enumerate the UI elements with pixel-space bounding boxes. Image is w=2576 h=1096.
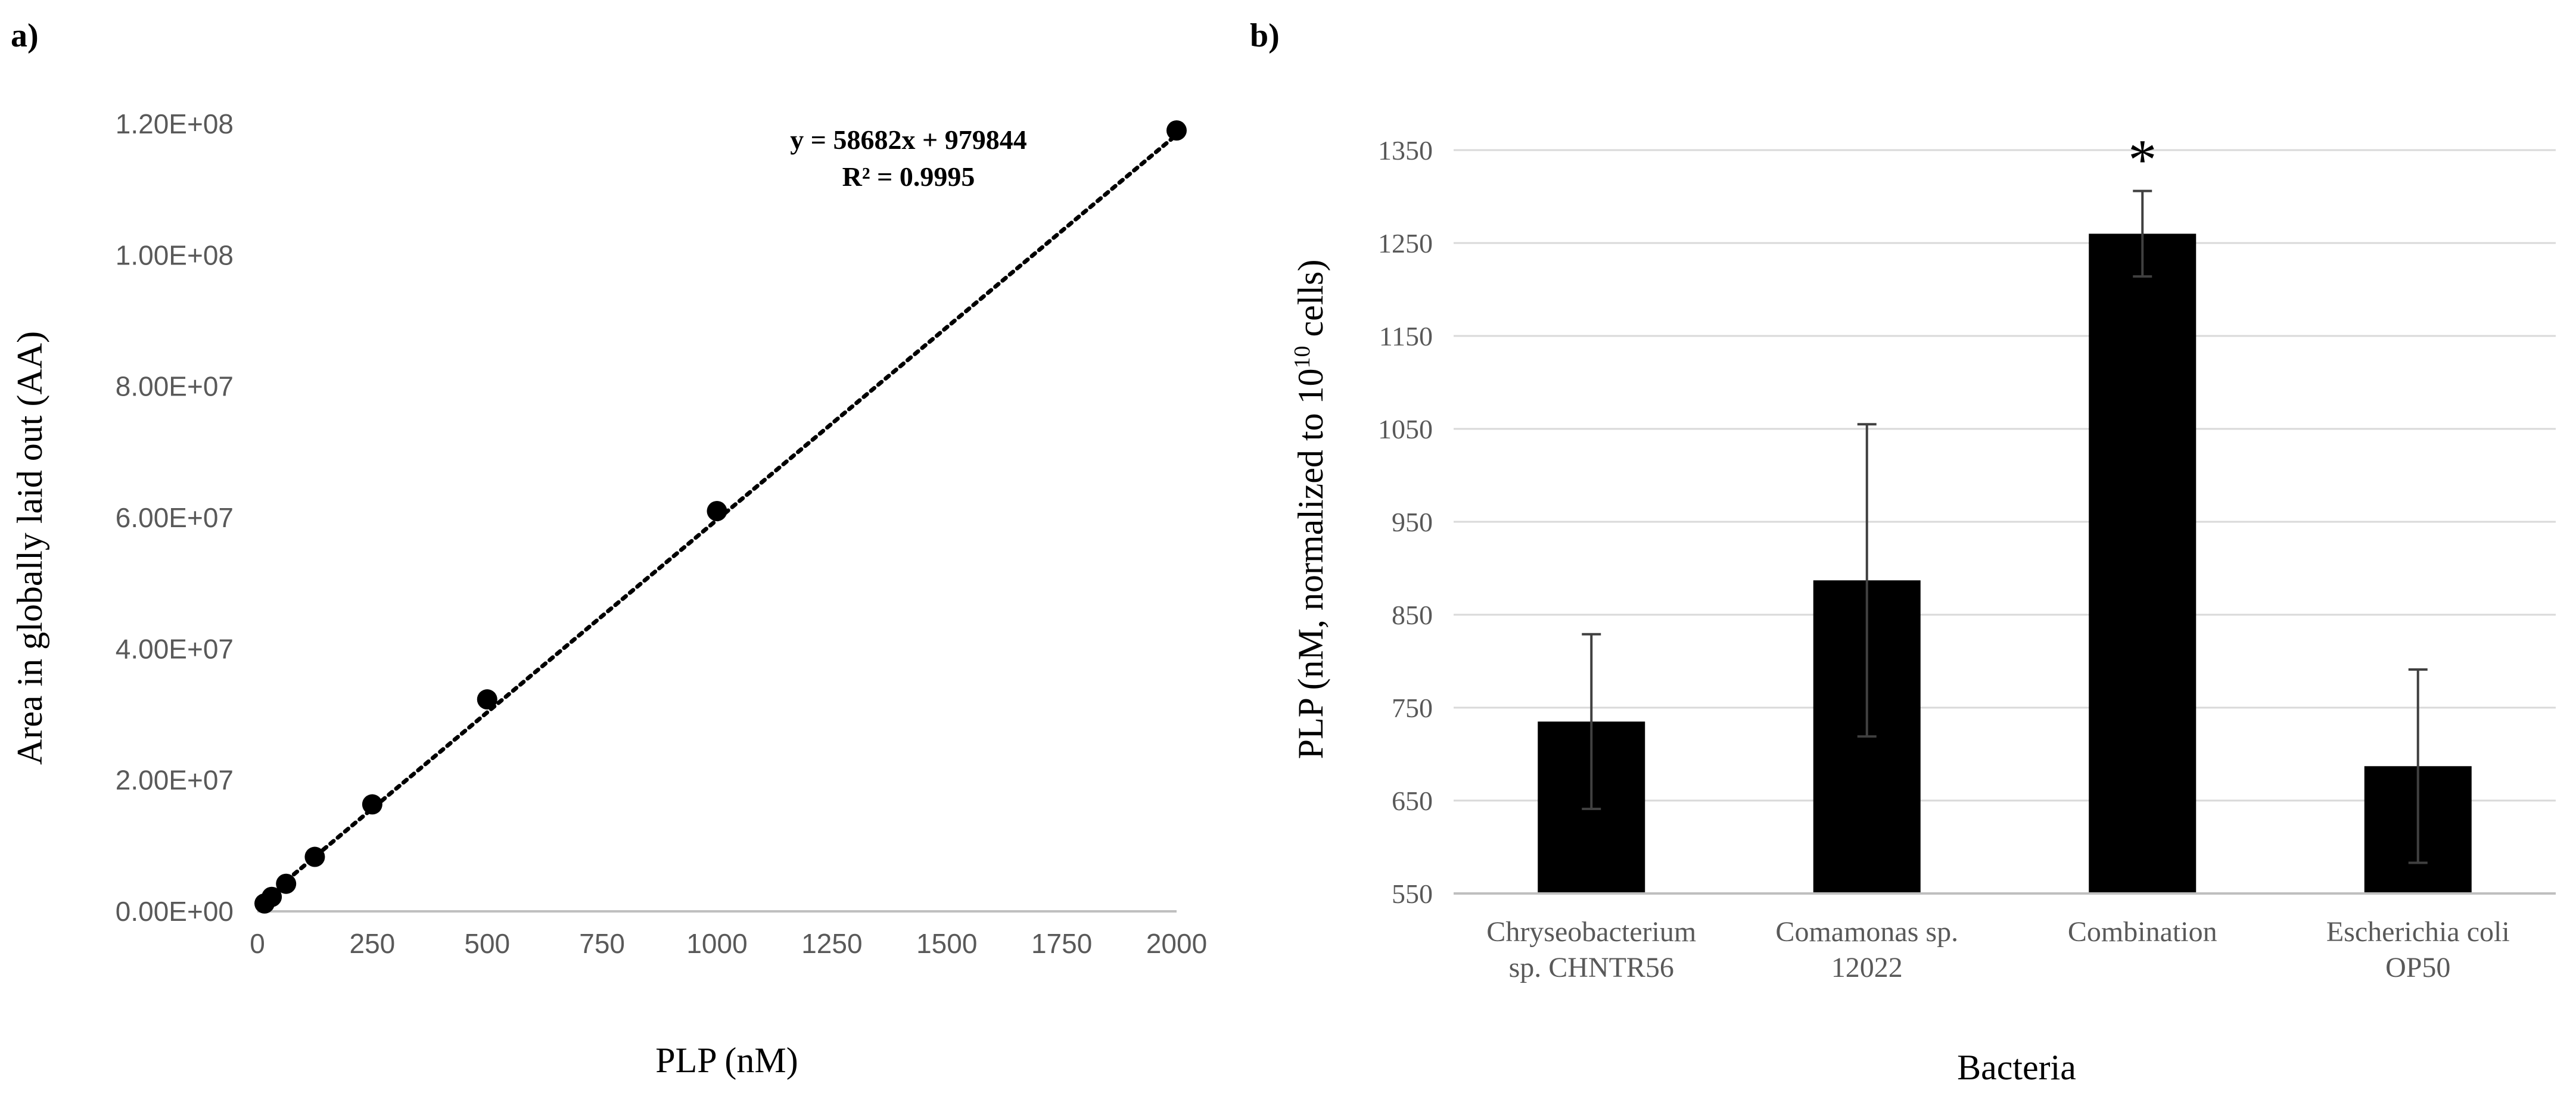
scatter-x-tick-label: 0	[250, 928, 265, 959]
scatter-point	[1166, 120, 1187, 141]
bar-y-tick-label: 950	[1392, 507, 1433, 537]
scatter-y-tick-label: 8.00E+07	[116, 371, 234, 402]
scatter-y-tick-labels: 0.00E+00 2.00E+07 4.00E+07 6.00E+07 8.00E+07…	[116, 108, 234, 927]
bar-category-label: 12022	[1831, 952, 1903, 983]
error-bar	[2133, 189, 2152, 278]
scatter-y-tick-label: 2.00E+07	[116, 765, 234, 796]
bar-y-tick-label: 1350	[1378, 135, 1433, 166]
y-title-main: PLP (nM, normalized to 10	[1291, 368, 1330, 759]
scatter-x-tick-labels: 0 250 500 750 1000 1250 1500 1750 2000	[250, 928, 1207, 959]
bar-category-label: Chryseobacterium	[1486, 916, 1696, 948]
scatter-x-tick-label: 1500	[916, 928, 977, 959]
bar-category-label: Comamonas sp.	[1775, 916, 1958, 948]
scatter-point	[304, 846, 325, 867]
bar-y-axis-title: PLP (nM, normalized to 1010 cells)	[1290, 260, 1330, 759]
bar-y-tick-label: 750	[1392, 693, 1433, 723]
scatter-point	[276, 873, 297, 894]
scatter-chart: 0 250 500 750 1000 1250 1500 1750 2000 0.00E+00 2…	[10, 108, 1207, 1080]
bar-category-labels: Chryseobacterium sp. CHNTR56 Comamonas sp.…	[1486, 916, 2509, 983]
bar	[2089, 233, 2197, 893]
trendline-r-squared: R² = 0.9995	[842, 161, 975, 192]
scatter-point	[477, 689, 497, 710]
scatter-points	[254, 120, 1187, 914]
scatter-y-tick-label: 4.00E+07	[116, 633, 234, 664]
error-bar	[2408, 668, 2428, 864]
bar-y-tick-label: 1250	[1378, 228, 1433, 259]
scatter-x-tick-label: 750	[579, 928, 625, 959]
scatter-y-tick-label: 1.00E+08	[116, 239, 234, 270]
trendline-equation: y = 58682x + 979844	[790, 124, 1026, 155]
bar-y-tick-label: 650	[1392, 786, 1433, 816]
scatter-y-axis-title: Area in globally laid out (AA)	[10, 331, 49, 765]
scatter-point	[362, 794, 382, 815]
scatter-point	[262, 886, 282, 907]
scatter-x-tick-label: 1250	[801, 928, 862, 959]
bar-y-tick-label: 850	[1392, 600, 1433, 630]
bar-category-label: OP50	[2385, 952, 2450, 983]
bar-y-tick-label: 1150	[1379, 321, 1433, 351]
bar-annotations: *	[2128, 128, 2157, 192]
bar-category-label: sp. CHNTR56	[1509, 952, 1674, 983]
bar-y-tick-label: 1050	[1378, 414, 1433, 444]
scatter-y-tick-label: 6.00E+07	[116, 502, 234, 533]
panel-a-label: a)	[11, 17, 39, 54]
panel-b-label: b)	[1250, 17, 1280, 54]
bar-chart: 550 650 750 850 950 1050 1150 1250 1350 * Chryse…	[1290, 128, 2556, 1087]
y-title-end: cells)	[1291, 260, 1330, 346]
bar-y-tick-labels: 550 650 750 850 950 1050 1150 1250 1350	[1378, 135, 1433, 909]
bar-x-axis-title: Bacteria	[1957, 1048, 2076, 1087]
scatter-y-tick-label: 1.20E+08	[116, 108, 234, 139]
bar-category-label: Combination	[2068, 916, 2217, 948]
scatter-x-axis-title: PLP (nM)	[655, 1041, 798, 1080]
bar-gridlines	[1454, 149, 2556, 802]
scatter-x-tick-label: 1000	[686, 928, 747, 959]
scatter-x-tick-label: 500	[464, 928, 510, 959]
scatter-x-tick-label: 2000	[1146, 928, 1207, 959]
significance-asterisk: *	[2128, 128, 2157, 192]
bars	[1538, 233, 2472, 893]
scatter-point	[707, 500, 727, 521]
error-bar	[1857, 423, 1877, 738]
y-title-superscript: 10	[1290, 345, 1315, 368]
error-bars	[1582, 189, 2428, 864]
scatter-x-tick-label: 1750	[1031, 928, 1092, 959]
error-bar	[1582, 633, 1601, 811]
scatter-y-tick-label: 0.00E+00	[116, 896, 234, 927]
bar-category-label: Escherichia coli	[2326, 916, 2510, 948]
bar-y-tick-label: 550	[1392, 879, 1433, 909]
scatter-x-tick-label: 250	[350, 928, 396, 959]
